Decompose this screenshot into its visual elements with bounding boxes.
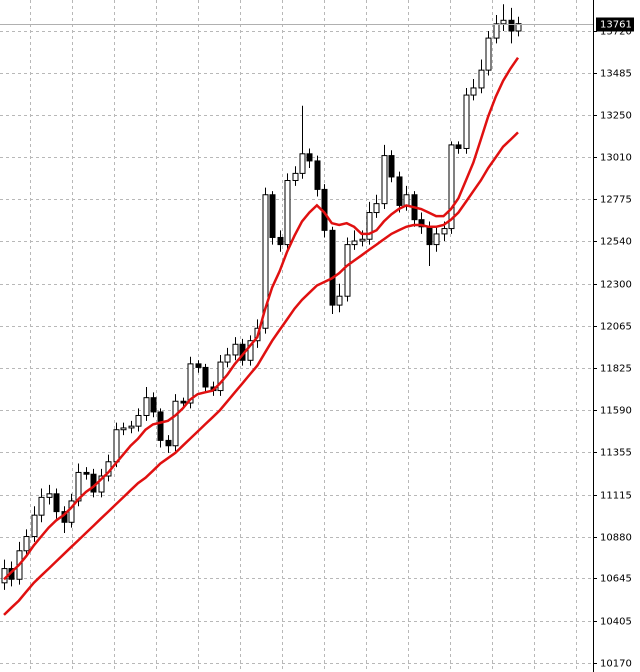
candle-body <box>232 343 239 356</box>
candle-body <box>128 425 135 429</box>
candle-body <box>277 236 284 246</box>
candle-body <box>478 69 485 89</box>
y-tick-label: 10645 <box>600 574 632 585</box>
candle-body <box>448 144 455 230</box>
y-tick-label: 13250 <box>600 111 632 122</box>
candle-body <box>433 233 440 246</box>
y-tick-label: 10405 <box>600 617 632 628</box>
candle-body <box>180 400 187 404</box>
y-tick-label: 13485 <box>600 69 632 80</box>
candle-body <box>165 439 172 447</box>
moving-average <box>3 56 520 581</box>
candle-body <box>314 160 321 190</box>
y-tick-label: 12775 <box>600 195 632 206</box>
candle-body <box>359 238 366 242</box>
candle-body <box>500 19 507 25</box>
candle-body <box>38 496 45 516</box>
candle-body <box>98 475 105 493</box>
y-tick-label: 13720 <box>600 27 632 38</box>
candle-body <box>31 514 38 538</box>
candle-body <box>403 194 410 206</box>
y-tick-label: 11115 <box>600 491 632 502</box>
candle-body <box>344 244 351 297</box>
candle-body <box>396 176 403 206</box>
candle-body <box>23 536 30 552</box>
candle-body <box>113 429 120 463</box>
candle-body <box>426 226 433 246</box>
y-tick-label: 10880 <box>600 533 632 544</box>
y-tick-label: 13010 <box>600 153 632 164</box>
y-tick-label: 12300 <box>600 280 632 291</box>
last-price-box <box>596 17 634 32</box>
y-tick-label: 12065 <box>600 322 632 333</box>
candle-body <box>329 229 336 306</box>
moving-average <box>3 131 519 616</box>
candle-body <box>441 228 448 235</box>
candle-body <box>455 144 462 149</box>
candle-body <box>120 427 127 431</box>
y-tick-label: 12540 <box>600 237 632 248</box>
candle-body <box>262 194 269 329</box>
candle-body <box>493 23 500 39</box>
last-price-label: 13761 <box>600 20 632 31</box>
candle-body <box>381 155 388 205</box>
candle-body <box>157 411 164 441</box>
candle-body <box>143 397 150 416</box>
candle-body <box>485 37 492 71</box>
candle-body <box>515 23 522 32</box>
candle-body <box>508 19 515 32</box>
candle-body <box>224 354 231 363</box>
candle-body <box>195 363 202 368</box>
candle-body <box>46 493 53 498</box>
candle-body <box>366 212 373 240</box>
candle-body <box>247 340 254 361</box>
candle-body <box>83 471 90 475</box>
candle-body <box>269 194 276 238</box>
candle-body <box>373 203 380 214</box>
candle-body <box>135 414 142 427</box>
candle-body <box>470 87 477 96</box>
y-tick-label: 11590 <box>600 406 632 417</box>
candle-body <box>284 180 291 246</box>
candle-body <box>418 219 425 228</box>
candle-body <box>172 400 179 447</box>
time-grid <box>0 0 593 672</box>
candle-body <box>202 366 209 388</box>
y-tick-label: 11825 <box>600 364 632 375</box>
candle-body <box>336 295 343 306</box>
candle-body <box>187 363 194 404</box>
y-tick-label: 10170 <box>600 659 632 670</box>
candle-body <box>306 153 313 162</box>
candle-body <box>150 397 157 413</box>
candle-body <box>299 153 306 174</box>
candle-body <box>292 172 299 182</box>
y-tick-label: 11355 <box>600 448 632 459</box>
candle-body <box>388 155 395 178</box>
candle-body <box>351 240 358 246</box>
candle-body <box>217 361 224 392</box>
candle-body <box>463 94 470 149</box>
candle-body <box>53 493 60 513</box>
